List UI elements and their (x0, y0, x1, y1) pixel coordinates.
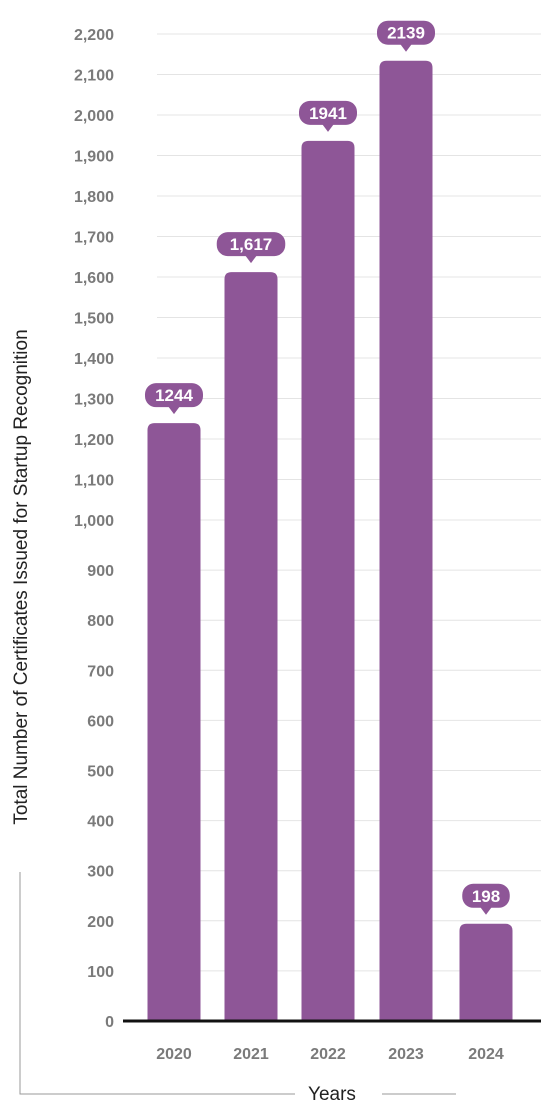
data-label-bubble (462, 883, 510, 908)
y-tick-label: 100 (87, 964, 114, 981)
y-tick-label: 1,000 (74, 513, 114, 530)
y-tick-label: 200 (87, 914, 114, 931)
data-label-text: 198 (472, 887, 500, 906)
data-label-pointer (400, 43, 412, 52)
y-tick-label: 1,400 (74, 351, 114, 368)
y-tick-label: 1,300 (74, 392, 114, 409)
y-tick-label: 1,600 (74, 270, 114, 287)
x-axis-title-group: Years (290, 1084, 456, 1105)
y-tick-label: 400 (87, 814, 114, 831)
y-tick-label: 1,700 (74, 230, 114, 247)
data-labels: 1244 1,617 1941 2139 198 (145, 20, 510, 915)
x-axis-ticks: 2020 2021 2022 2023 2024 (156, 1046, 504, 1063)
bar-2021 (224, 272, 278, 1021)
data-label-2024: 198 (462, 883, 510, 915)
data-label-text: 1,617 (230, 235, 273, 254)
x-tick-label: 2024 (468, 1046, 504, 1063)
bar-2024 (459, 923, 513, 1021)
y-tick-label: 300 (87, 864, 114, 881)
data-label-2022: 1941 (299, 100, 357, 132)
x-tick-label: 2022 (310, 1046, 346, 1063)
data-label-text: 2139 (387, 24, 425, 43)
data-label-text: 1941 (309, 104, 347, 123)
bar-2023 (379, 60, 433, 1021)
data-label-text: 1244 (155, 386, 193, 405)
y-axis-ticks: 0 100 200 300 400 500 600 700 800 900 1,000 1,100 1,… (74, 27, 114, 1031)
data-label-pointer (245, 255, 257, 264)
data-label-2023: 2139 (377, 20, 435, 52)
y-tick-label: 2,100 (74, 68, 114, 85)
data-label-bubble (377, 20, 435, 45)
data-label-2020: 1244 (145, 383, 203, 415)
data-label-pointer (168, 406, 180, 415)
x-tick-label: 2020 (156, 1046, 192, 1063)
y-tick-label: 700 (87, 663, 114, 680)
y-axis-title-group: Total Number of Certificates Issued for … (11, 329, 290, 1095)
y-tick-label: 1,800 (74, 189, 114, 206)
y-tick-label: 800 (87, 613, 114, 630)
data-label-2021: 1,617 (216, 232, 286, 264)
y-tick-label: 2,200 (74, 27, 114, 44)
y-tick-label: 600 (87, 713, 114, 730)
y-tick-label: 1,500 (74, 311, 114, 328)
y-tick-label: 1,900 (74, 149, 114, 166)
bars (147, 60, 513, 1021)
x-tick-label: 2021 (233, 1046, 269, 1063)
data-label-bubble (216, 232, 286, 257)
y-tick-label: 500 (87, 764, 114, 781)
y-axis-title: Total Number of Certificates Issued for … (11, 329, 32, 824)
bar-2022 (301, 140, 355, 1021)
data-label-pointer (322, 123, 334, 132)
x-tick-label: 2023 (388, 1046, 424, 1063)
y-tick-label: 900 (87, 563, 114, 580)
bar-2020 (147, 423, 201, 1021)
y-tick-label: 0 (105, 1014, 114, 1031)
y-tick-label: 1,100 (74, 473, 114, 490)
x-axis-title: Years (308, 1084, 356, 1105)
y-tick-label: 2,000 (74, 108, 114, 125)
data-label-bubble (299, 100, 357, 125)
data-label-pointer (480, 906, 492, 915)
y-axis-title-bracket (19, 872, 290, 1095)
y-tick-label: 1,200 (74, 432, 114, 449)
data-label-bubble (145, 383, 203, 408)
